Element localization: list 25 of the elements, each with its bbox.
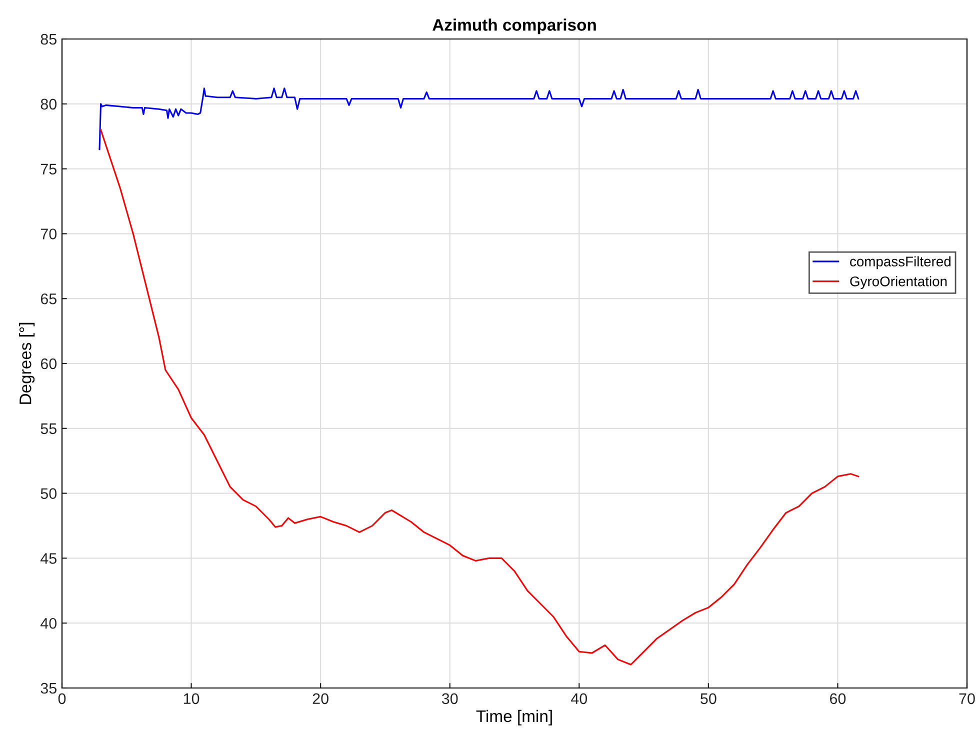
x-tick-label: 30: [442, 693, 458, 704]
y-tick-label: 60: [40, 358, 57, 370]
y-tick-label: 80: [40, 98, 57, 110]
x-tick-label: 70: [959, 693, 975, 704]
x-tick-label: 20: [312, 693, 328, 704]
y-tick-label: 85: [40, 34, 56, 45]
y-tick-label: 70: [40, 228, 57, 240]
x-tick-label: 10: [184, 693, 200, 704]
y-tick-label: 35: [40, 682, 56, 694]
x-tick-label: 60: [830, 693, 846, 704]
y-tick-label: 45: [40, 553, 56, 564]
y-tick-label: 75: [40, 164, 56, 174]
line-series: [98, 88, 860, 150]
x-axis-title: Time [min]: [476, 710, 552, 726]
x-tick-label: 50: [700, 693, 716, 704]
x-tick-label: 40: [571, 693, 588, 704]
y-tick-label: 40: [40, 618, 57, 629]
y-tick-label: 65: [40, 293, 56, 304]
chart-title: Azimuth comparison: [432, 18, 596, 34]
y-tick-label: 55: [40, 423, 56, 434]
y-tick-label: 50: [40, 488, 57, 499]
y-axis-title: Degrees [°]: [19, 322, 35, 404]
x-tick-label: 0: [58, 693, 66, 704]
legend-label: compassFiltered: [850, 256, 950, 270]
legend-label: GyroOrientation: [850, 276, 947, 290]
